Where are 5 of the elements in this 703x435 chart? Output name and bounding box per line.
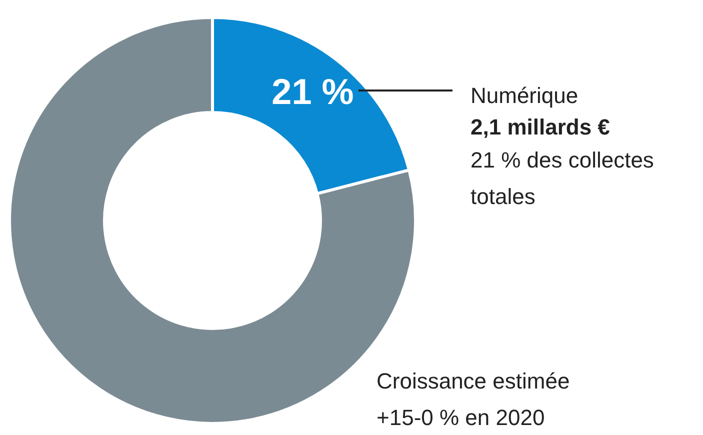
- text: 2,1 millards €: [470, 114, 610, 140]
- data-label: 21 %: [272, 70, 354, 112]
- text: 21 % des collectes totales: [470, 148, 654, 209]
- text: Croissance estimée +15-0 % en 2020: [376, 368, 570, 430]
- slice-label: Numérique: [470, 83, 578, 108]
